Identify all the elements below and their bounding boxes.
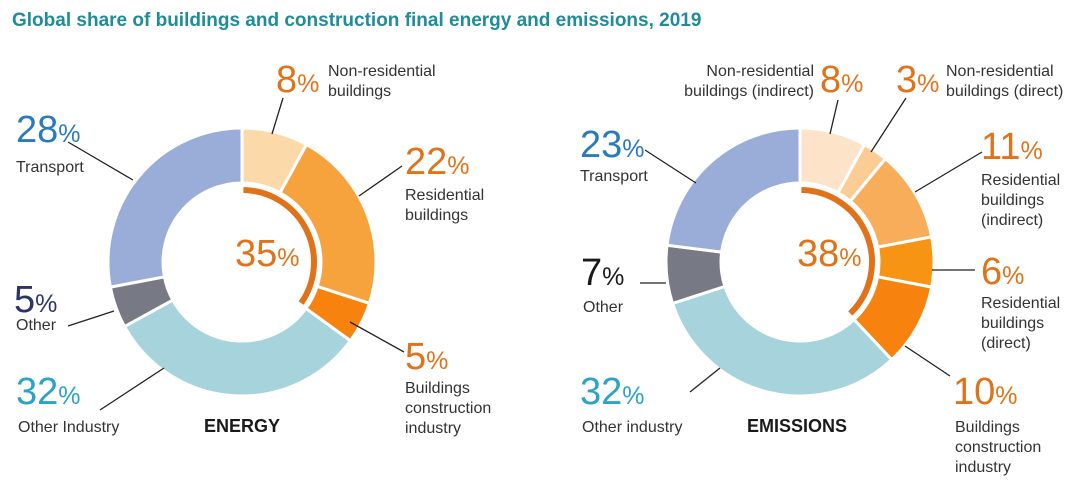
emissions-value-other: 7% bbox=[581, 252, 625, 294]
energy-text-nonresidential: Non-residential buildings bbox=[328, 63, 436, 100]
energy-value-construction: 5% bbox=[405, 336, 449, 378]
emissions-leader-line-6 bbox=[689, 367, 721, 393]
emissions-text-res-direct: Residential buildings (direct) bbox=[981, 295, 1061, 352]
energy-value-transport: 28% bbox=[16, 109, 81, 151]
emissions-text-nonres-direct: Non-residential buildings (direct) bbox=[946, 63, 1064, 100]
energy-value-other-industry: 32% bbox=[16, 371, 81, 413]
emissions-slice-8 bbox=[665, 126, 802, 254]
emissions-value-res-indirect: 11% bbox=[981, 126, 1043, 168]
emissions-value-res-direct: 6% bbox=[981, 251, 1025, 293]
emissions-value-other-industry: 32% bbox=[580, 371, 645, 413]
energy-text-construction: Buildings construction industry bbox=[405, 380, 492, 437]
emissions-leader-line-1 bbox=[829, 99, 839, 135]
energy-slice-6 bbox=[106, 126, 244, 289]
emissions-chart-label: EMISSIONS bbox=[747, 416, 848, 436]
energy-value-nonresidential: 8% bbox=[276, 59, 320, 101]
emissions-leader-line-8 bbox=[644, 149, 697, 184]
energy-text-transport: Transport bbox=[16, 159, 84, 176]
energy-leader-line-3 bbox=[349, 321, 405, 353]
energy-leader-line-6 bbox=[99, 367, 165, 411]
emissions-text-construction: Buildings construction industry bbox=[955, 419, 1042, 476]
energy-chart-label: ENERGY bbox=[204, 416, 281, 436]
energy-text-residential: Residential buildings bbox=[405, 187, 485, 224]
emissions-value-nonres-indirect: 8% bbox=[820, 59, 864, 101]
emissions-slice-6 bbox=[670, 284, 894, 398]
emissions-text-other: Other bbox=[583, 299, 624, 316]
energy-slice-2 bbox=[278, 142, 378, 306]
emissions-leader-line-5 bbox=[904, 345, 951, 377]
energy-leader-line-5 bbox=[67, 310, 115, 327]
emissions-text-res-indirect: Residential buildings (indirect) bbox=[981, 172, 1061, 229]
emissions-text-transport: Transport bbox=[580, 168, 648, 185]
energy-leader-line-1 bbox=[271, 97, 284, 135]
emissions-center-value: 38% bbox=[797, 233, 862, 275]
energy-buildings-arc bbox=[243, 187, 317, 305]
chart-title: Global share of buildings and constructi… bbox=[12, 10, 702, 31]
energy-slice-4 bbox=[122, 298, 353, 398]
emissions-buildings-arc bbox=[801, 187, 875, 316]
emissions-value-nonres-direct: 3% bbox=[896, 59, 940, 101]
emissions-text-nonres-indirect: Non-residential buildings (indirect) bbox=[684, 63, 814, 100]
emissions-leader-line-3 bbox=[914, 151, 983, 193]
emissions-value-transport: 23% bbox=[580, 124, 645, 166]
energy-value-residential: 22% bbox=[405, 141, 470, 183]
energy-value-other: 5% bbox=[14, 279, 58, 321]
energy-leader-line-2 bbox=[358, 165, 403, 197]
emissions-text-other-industry: Other industry bbox=[582, 419, 683, 436]
energy-center-value: 35% bbox=[235, 233, 300, 275]
energy-leader-line-4 bbox=[67, 141, 134, 181]
energy-text-other-industry: Other Industry bbox=[18, 419, 120, 436]
emissions-leader-line-2 bbox=[870, 97, 907, 153]
emissions-value-construction: 10% bbox=[953, 371, 1018, 413]
energy-text-other: Other bbox=[16, 317, 57, 334]
